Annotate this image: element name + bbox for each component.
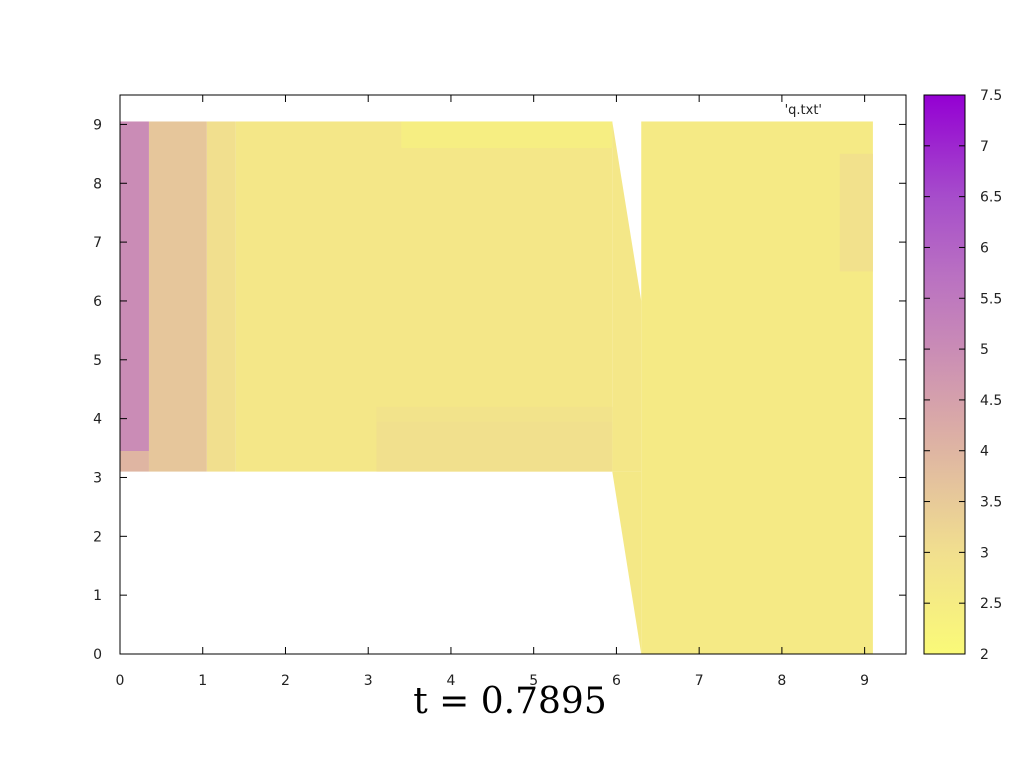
heatmap-cell [120, 121, 149, 451]
heatmap-cell [120, 450, 149, 472]
colorbar-tick-label: 6 [980, 240, 989, 256]
colorbar-tick-label: 5.5 [980, 291, 1002, 307]
x-tick-label: 1 [198, 673, 207, 689]
y-tick-label: 1 [93, 588, 102, 604]
heatmap-cell [401, 121, 613, 148]
y-tick-label: 9 [93, 117, 102, 133]
colorbar-tick-label: 3 [980, 545, 989, 561]
colorbar-tick-label: 6.5 [980, 190, 1002, 206]
legend-label: 'q.txt' [785, 103, 822, 118]
colorbar-tick-label: 4 [980, 444, 989, 460]
slanted-band [612, 121, 642, 655]
x-tick-label: 9 [860, 673, 869, 689]
x-tick-label: 2 [281, 673, 290, 689]
x-tick-label: 6 [612, 673, 621, 689]
x-tick-label: 0 [116, 673, 125, 689]
colorbar-tick-label: 7.5 [980, 88, 1002, 104]
colorbar-ticks: 2 2.5 3 3.5 4 4.5 5 5.5 6 6.5 7 7.5 [924, 88, 1002, 663]
y-tick-label: 6 [93, 294, 102, 310]
heatmap-cell [376, 406, 613, 422]
y-tick-label: 8 [93, 176, 102, 192]
x-tick-label: 8 [777, 673, 786, 689]
x-tick-label: 3 [364, 673, 373, 689]
x-axis-ticks: 0 1 2 3 4 5 6 7 8 9 [116, 95, 869, 689]
heatmap-cells [120, 121, 873, 655]
y-tick-label: 4 [93, 412, 102, 428]
heatmap-cell [641, 121, 873, 655]
colorbar-tick-label: 7 [980, 139, 989, 155]
colorbar [923, 94, 966, 655]
colorbar-tick-label: 5 [980, 342, 989, 358]
colorbar-tick-label: 2 [980, 647, 989, 663]
heatmap-cell [148, 121, 207, 472]
y-tick-label: 2 [93, 529, 102, 545]
y-tick-label: 3 [93, 470, 102, 486]
x-tick-label: 5 [529, 673, 538, 689]
colorbar-tick-label: 3.5 [980, 495, 1002, 511]
heatmap-cell [376, 421, 613, 472]
colorbar-tick-label: 2.5 [980, 596, 1002, 612]
chart-title: t = 0.7895 [413, 681, 606, 722]
plot-frame [119, 94, 907, 655]
colorbar-tick-label: 4.5 [980, 393, 1002, 409]
x-tick-label: 4 [446, 673, 455, 689]
heatmap-cell [839, 153, 873, 272]
y-tick-label: 7 [93, 235, 102, 251]
x-tick-label: 7 [695, 673, 704, 689]
y-tick-label: 5 [93, 353, 102, 369]
y-axis-ticks: 0 1 2 3 4 5 6 7 8 9 [93, 117, 906, 663]
slanted-band-lower [612, 471, 642, 654]
heatmap-cell [206, 121, 236, 472]
y-tick-label: 0 [93, 647, 102, 663]
